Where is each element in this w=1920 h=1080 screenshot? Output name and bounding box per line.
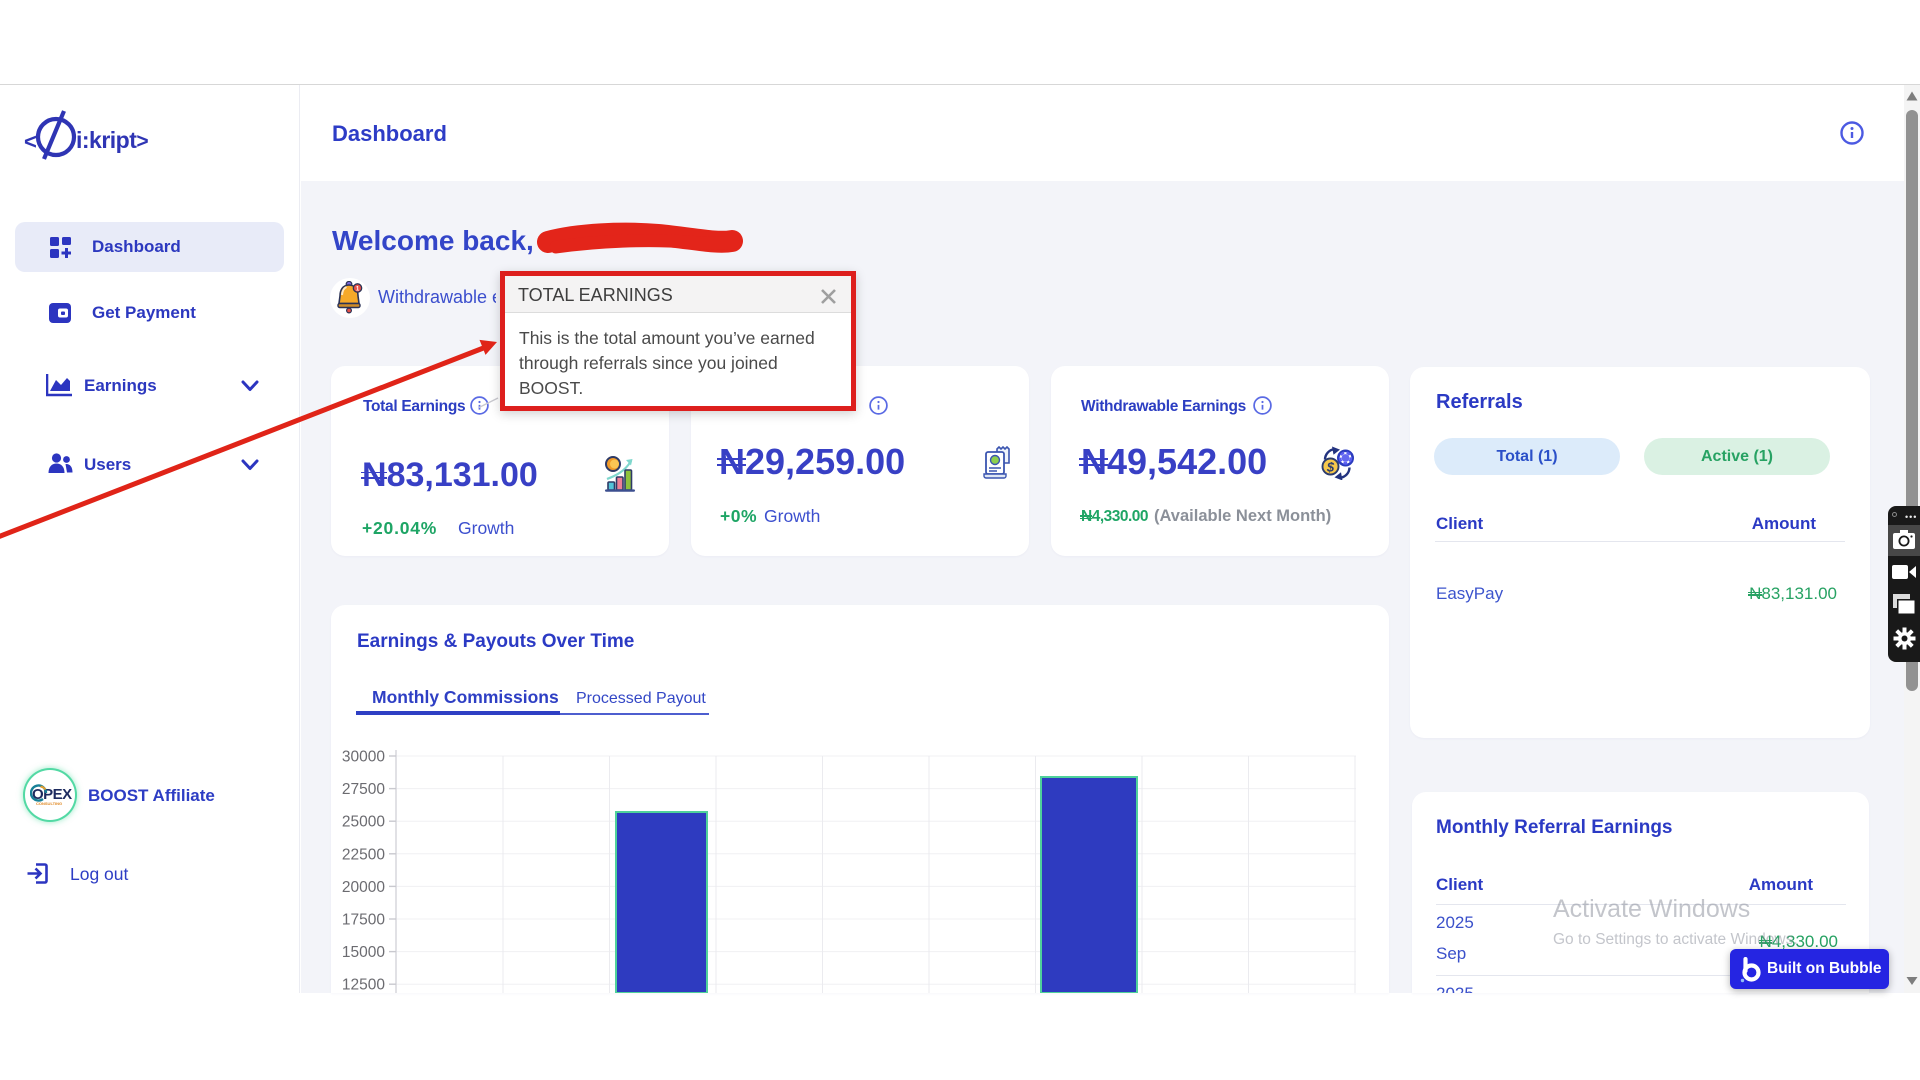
svg-text:22500: 22500 (342, 846, 385, 863)
svg-text:12500: 12500 (342, 977, 385, 993)
svg-text:30000: 30000 (342, 749, 385, 766)
svg-text:27500: 27500 (342, 781, 385, 798)
svg-text:25000: 25000 (342, 814, 385, 831)
svg-text:$: $ (1326, 460, 1335, 475)
svg-text:17500: 17500 (342, 912, 385, 929)
svg-text:15000: 15000 (342, 944, 385, 961)
svg-text:20000: 20000 (342, 879, 385, 896)
svg-text:1: 1 (356, 286, 360, 292)
